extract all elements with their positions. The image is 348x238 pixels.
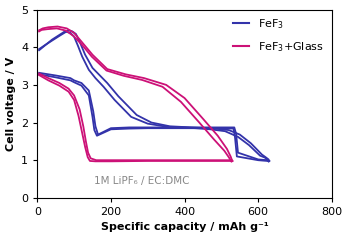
- Y-axis label: Cell voltage / V: Cell voltage / V: [6, 57, 16, 151]
- Text: 1M LiPF₆ / EC:DMC: 1M LiPF₆ / EC:DMC: [94, 176, 190, 186]
- Legend: FeF$_3$, FeF$_3$+Glass: FeF$_3$, FeF$_3$+Glass: [228, 13, 329, 58]
- X-axis label: Specific capacity / mAh g⁻¹: Specific capacity / mAh g⁻¹: [101, 223, 268, 233]
